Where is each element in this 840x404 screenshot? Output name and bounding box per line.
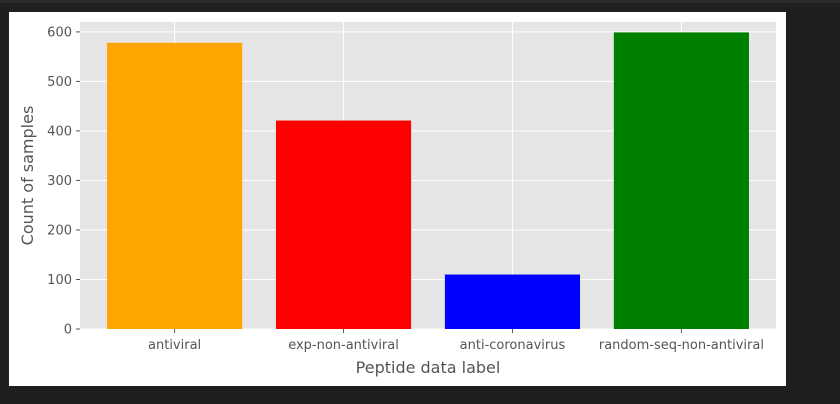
y-tick-label: 200 xyxy=(47,223,72,238)
y-tick-label: 300 xyxy=(47,174,72,189)
bar-exp-non-antiviral xyxy=(275,120,412,329)
y-tick-label: 500 xyxy=(47,75,72,90)
y-tick-label: 400 xyxy=(47,124,72,139)
bar-random-seq-non-antiviral xyxy=(613,32,749,330)
x-tick-label: exp-non-antiviral xyxy=(288,338,399,353)
bar-chart: 0 100 200 300 400 500 600 antiviral exp-non-ant… xyxy=(18,22,776,377)
x-axis: antiviral exp-non-antiviral anti-coronavir… xyxy=(148,329,764,353)
y-tick-label: 600 xyxy=(47,25,72,40)
y-tick-label: 100 xyxy=(47,273,72,288)
y-tick-label: 0 xyxy=(64,323,72,338)
x-tick-label: random-seq-non-antiviral xyxy=(599,338,764,353)
x-axis-label: Peptide data label xyxy=(356,358,501,377)
y-axis-label: Count of samples xyxy=(18,106,37,246)
bars xyxy=(107,32,749,330)
x-tick-label: anti-coronavirus xyxy=(460,338,566,353)
bar-anti-coronavirus xyxy=(444,274,581,329)
chart-figure: 0 100 200 300 400 500 600 antiviral exp-non-ant… xyxy=(9,12,786,386)
window-top-border xyxy=(0,0,840,3)
bar-antiviral xyxy=(107,42,243,329)
y-axis: 0 100 200 300 400 500 600 xyxy=(47,25,80,338)
x-tick-label: antiviral xyxy=(148,338,201,353)
